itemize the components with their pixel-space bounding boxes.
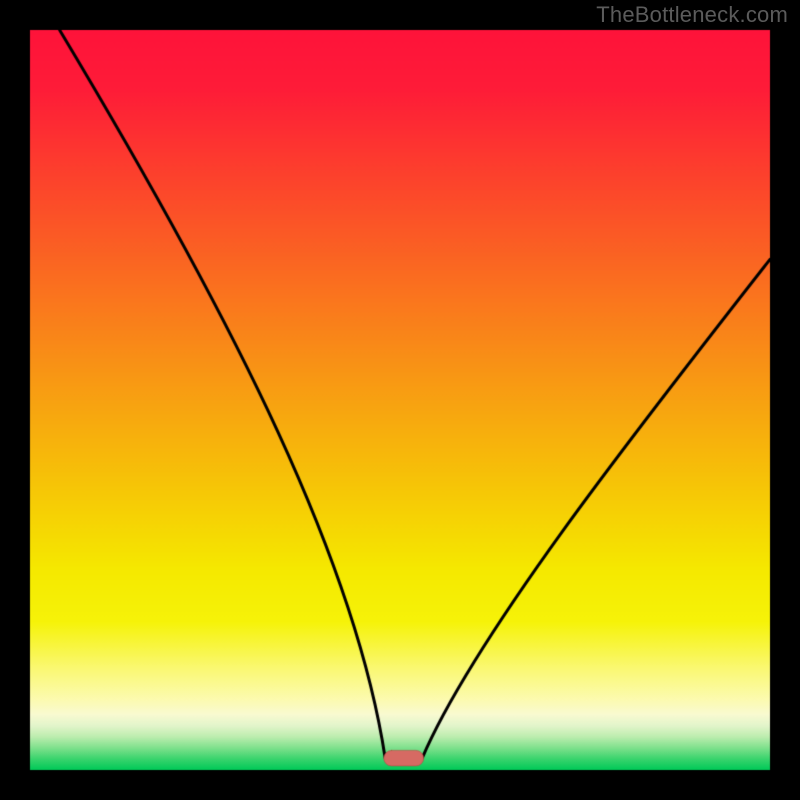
attribution-label: TheBottleneck.com	[596, 2, 788, 28]
bottleneck-plot-canvas	[0, 0, 800, 800]
chart-stage: TheBottleneck.com	[0, 0, 800, 800]
